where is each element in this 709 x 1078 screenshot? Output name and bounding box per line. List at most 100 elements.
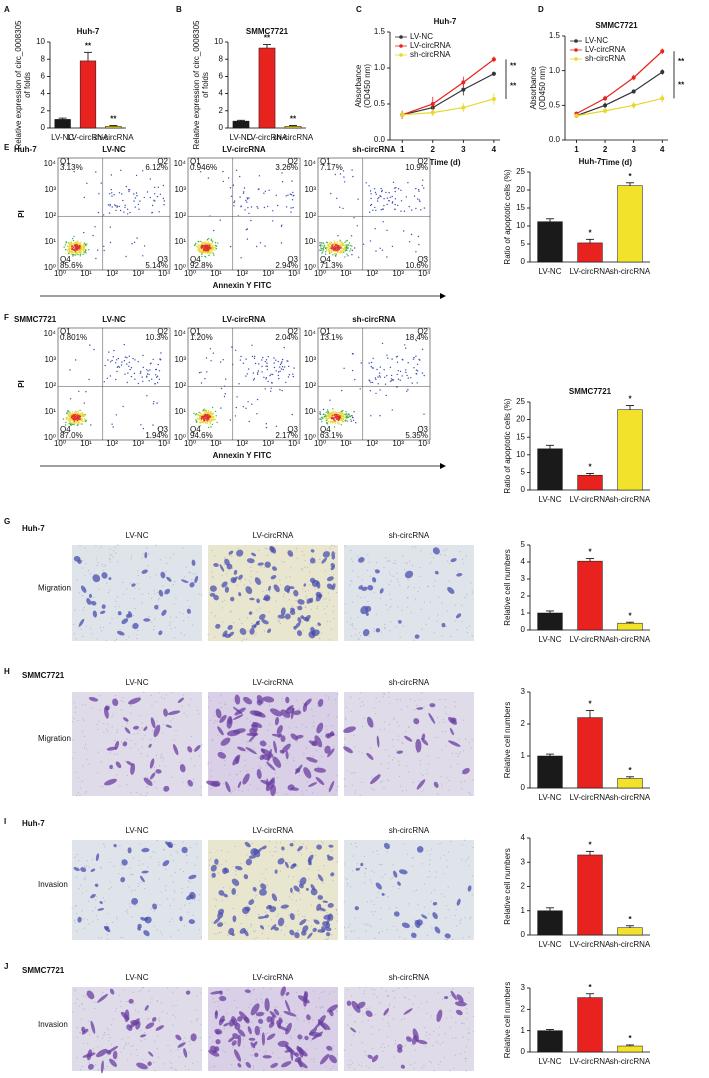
y-tick-label: 8 <box>41 54 46 63</box>
event-dot <box>281 358 284 361</box>
event-dot <box>374 191 377 194</box>
event-dot <box>347 416 350 418</box>
pore <box>144 1032 146 1034</box>
pore <box>431 927 433 929</box>
pore <box>198 929 201 931</box>
pore <box>269 705 271 707</box>
event-dot <box>277 374 280 377</box>
pore <box>171 692 173 694</box>
pore <box>161 1011 163 1013</box>
pore <box>383 728 386 730</box>
pore <box>252 1065 254 1067</box>
pore <box>469 793 472 796</box>
event-dot <box>205 409 207 412</box>
event-dot <box>328 249 330 252</box>
cell <box>249 628 255 635</box>
pore <box>254 930 257 932</box>
event-dot <box>330 247 332 249</box>
cell <box>90 1020 96 1034</box>
pore <box>451 1016 453 1019</box>
pore <box>336 861 339 863</box>
panel-letter: J <box>4 962 8 971</box>
cell <box>372 577 377 583</box>
bar <box>105 126 122 129</box>
pore <box>320 991 323 994</box>
pore <box>144 888 146 890</box>
cell <box>130 763 136 775</box>
event-dot <box>78 420 80 422</box>
event-dot <box>75 359 77 361</box>
event-dot <box>135 174 138 177</box>
pore <box>437 716 439 718</box>
pore <box>295 606 297 608</box>
event-dot <box>342 409 344 412</box>
pore <box>75 905 77 907</box>
pore <box>142 553 144 555</box>
pore <box>130 739 132 742</box>
pore <box>380 781 382 783</box>
pore <box>212 1066 214 1068</box>
pore <box>74 609 76 611</box>
cell <box>343 746 354 754</box>
bar <box>537 448 563 491</box>
pore <box>347 883 349 885</box>
event-dot <box>71 242 73 244</box>
event-dot <box>69 369 71 371</box>
event-dot <box>401 375 403 377</box>
event-dot <box>212 251 214 254</box>
event-dot <box>158 370 161 372</box>
pore <box>468 936 470 938</box>
event-dot <box>286 360 288 362</box>
pore <box>405 996 407 999</box>
pore <box>430 553 432 555</box>
cell <box>210 864 217 872</box>
y-tick-label: 8 <box>219 54 224 63</box>
event-dot <box>346 253 348 255</box>
cell <box>143 777 153 786</box>
cell <box>317 698 324 707</box>
pore <box>155 701 157 703</box>
pore <box>217 780 219 782</box>
pore <box>81 567 83 569</box>
pore <box>437 614 439 616</box>
event-dot <box>157 363 159 366</box>
pore <box>90 628 92 630</box>
pore <box>87 570 90 572</box>
event-dot <box>343 250 345 252</box>
pore <box>146 786 148 788</box>
event-dot <box>270 390 272 392</box>
pore <box>241 622 243 625</box>
pore <box>138 859 140 861</box>
pore <box>471 635 473 637</box>
pore <box>207 633 209 636</box>
event-dot <box>285 381 287 384</box>
pore <box>251 699 253 701</box>
pore <box>380 763 382 765</box>
pore <box>89 1034 91 1036</box>
event-dot <box>92 234 94 237</box>
event-dot <box>421 372 424 374</box>
pore <box>229 774 231 776</box>
pore <box>442 1041 444 1044</box>
pore <box>173 898 175 900</box>
pore <box>323 608 325 610</box>
pore <box>253 930 255 933</box>
event-dot <box>198 372 201 374</box>
event-dot <box>417 235 420 238</box>
cell <box>237 1016 243 1022</box>
event-dot <box>111 206 113 208</box>
event-dot <box>321 252 323 254</box>
pore <box>454 701 456 703</box>
cell <box>230 577 237 584</box>
pore <box>99 626 101 629</box>
point <box>400 112 405 117</box>
pore <box>298 845 300 847</box>
pore <box>255 999 257 1001</box>
event-dot <box>394 187 396 189</box>
event-dot <box>211 246 214 248</box>
event-dot <box>213 229 215 232</box>
pore <box>163 1063 165 1065</box>
event-dot <box>204 418 206 420</box>
event-dot <box>73 254 75 256</box>
event-dot <box>349 244 351 247</box>
